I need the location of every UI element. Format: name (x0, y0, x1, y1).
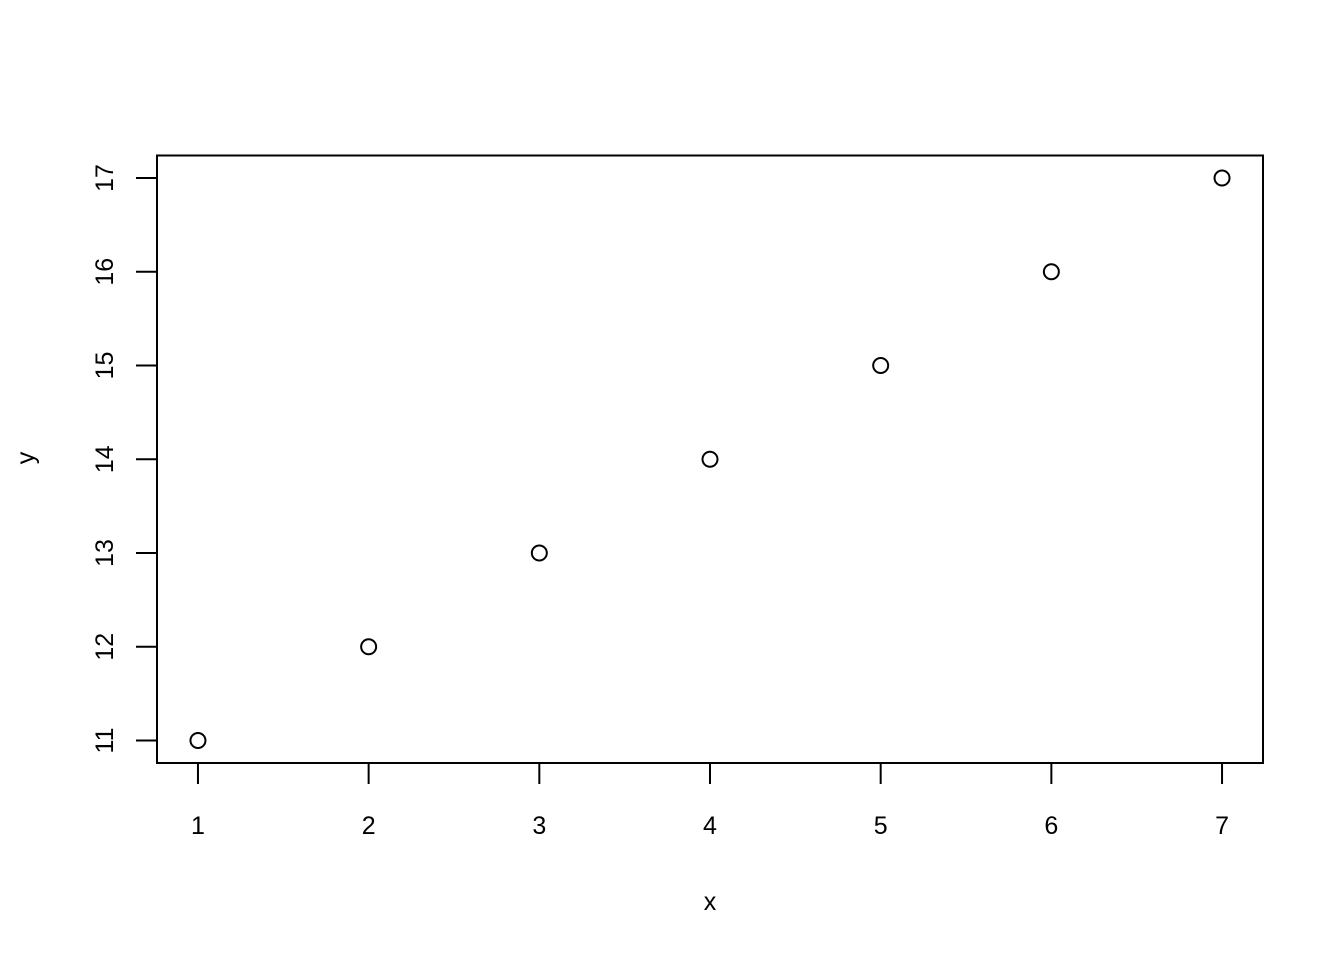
data-point (189, 732, 207, 749)
y-tick-label: 15 (91, 352, 119, 380)
y-tick-label: 17 (91, 164, 119, 192)
data-point (872, 357, 890, 374)
x-tick-label: 5 (874, 812, 888, 840)
data-points (189, 169, 1231, 749)
plot-frame (156, 154, 1264, 764)
data-point (701, 450, 719, 468)
y-axis: 11 12 13 14 15 16 17 (91, 164, 157, 753)
data-point (360, 638, 378, 656)
y-tick-label: 11 (91, 728, 119, 754)
y-tick-label: 16 (91, 258, 119, 286)
data-point (530, 544, 548, 562)
x-tick-label: 7 (1215, 812, 1229, 840)
x-axis-label: x (704, 888, 717, 916)
y-tick-label: 12 (91, 633, 119, 661)
data-point (1042, 263, 1060, 281)
y-tick-label: 13 (91, 539, 119, 567)
plot-border (156, 154, 1264, 764)
x-axis: 1 2 3 4 5 6 7 (191, 763, 1229, 840)
x-tick-label: 4 (703, 812, 717, 840)
x-tick-label: 3 (532, 812, 546, 840)
y-axis-label: y (12, 451, 40, 464)
y-tick-label: 14 (91, 445, 119, 473)
data-point (1213, 169, 1231, 187)
x-tick-label: 6 (1044, 812, 1058, 840)
x-tick-label: 2 (362, 812, 376, 840)
x-tick-label: 1 (191, 812, 205, 840)
